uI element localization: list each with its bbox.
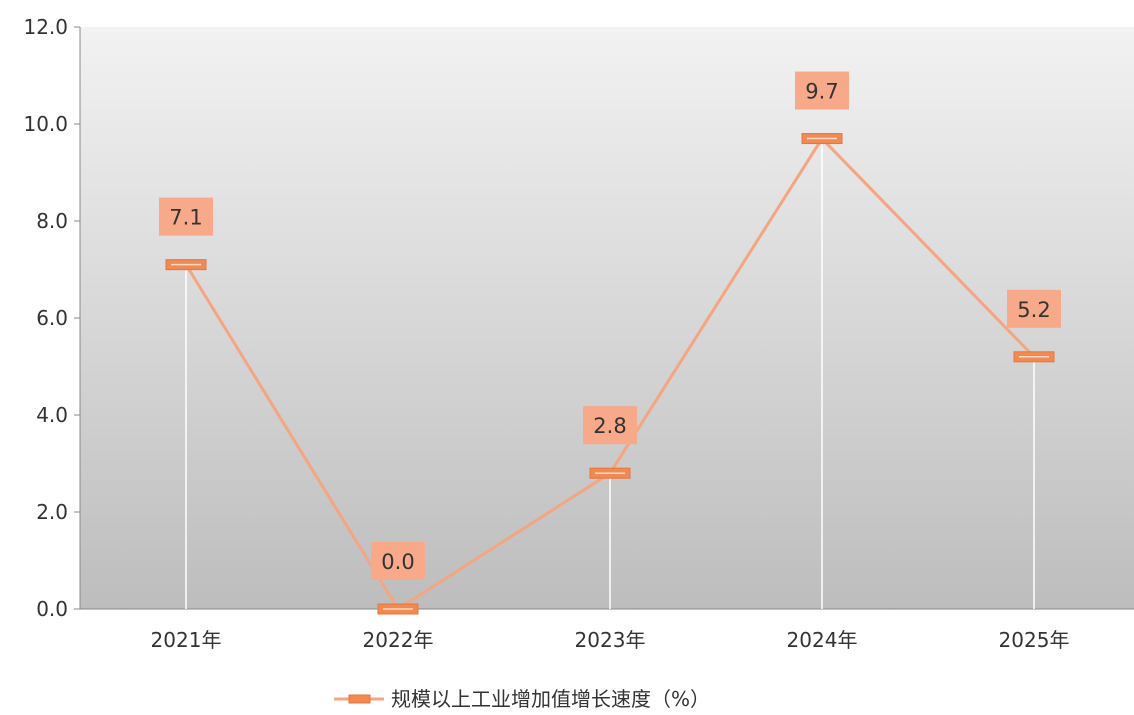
y-tick-label: 0.0 (36, 597, 68, 621)
plot-area (80, 27, 1134, 609)
x-tick-label: 2021年 (151, 628, 222, 652)
data-label: 0.0 (381, 550, 414, 574)
data-label-box (583, 406, 637, 445)
y-tick-label: 4.0 (36, 403, 68, 427)
legend-marker-swatch (348, 694, 371, 704)
data-label-box (1007, 289, 1061, 328)
y-tick-label: 2.0 (36, 500, 68, 524)
x-tick-label: 2023年 (575, 628, 646, 652)
data-label: 2.8 (593, 414, 626, 438)
data-label: 5.2 (1017, 298, 1050, 322)
y-axis: 0.0 2.0 4.0 6.0 8.0 10.0 12.0 (23, 15, 81, 621)
x-tick-label: 2025年 (999, 628, 1070, 652)
y-tick-label: 10.0 (23, 112, 68, 136)
y-tick-label: 12.0 (23, 15, 68, 39)
y-tick-label: 6.0 (36, 306, 68, 330)
drop-lines (185, 138, 1035, 609)
data-label-box (371, 542, 425, 580)
data-label-box (795, 71, 849, 110)
legend-label: 规模以上工业增加值增长速度（%） (391, 687, 710, 711)
data-label: 7.1 (169, 206, 202, 230)
x-tick-label: 2024年 (787, 628, 858, 652)
legend: 规模以上工业增加值增长速度（%） (334, 687, 710, 711)
markers (165, 133, 1055, 615)
x-axis: 2021年 2022年 2023年 2024年 2025年 (80, 608, 1134, 652)
data-label: 9.7 (805, 80, 838, 104)
x-tick-label: 2022年 (363, 628, 434, 652)
data-labels: 7.1 0.0 2.8 9.7 5.2 (159, 71, 1061, 580)
data-label-box (159, 197, 213, 236)
y-tick-label: 8.0 (36, 209, 68, 233)
